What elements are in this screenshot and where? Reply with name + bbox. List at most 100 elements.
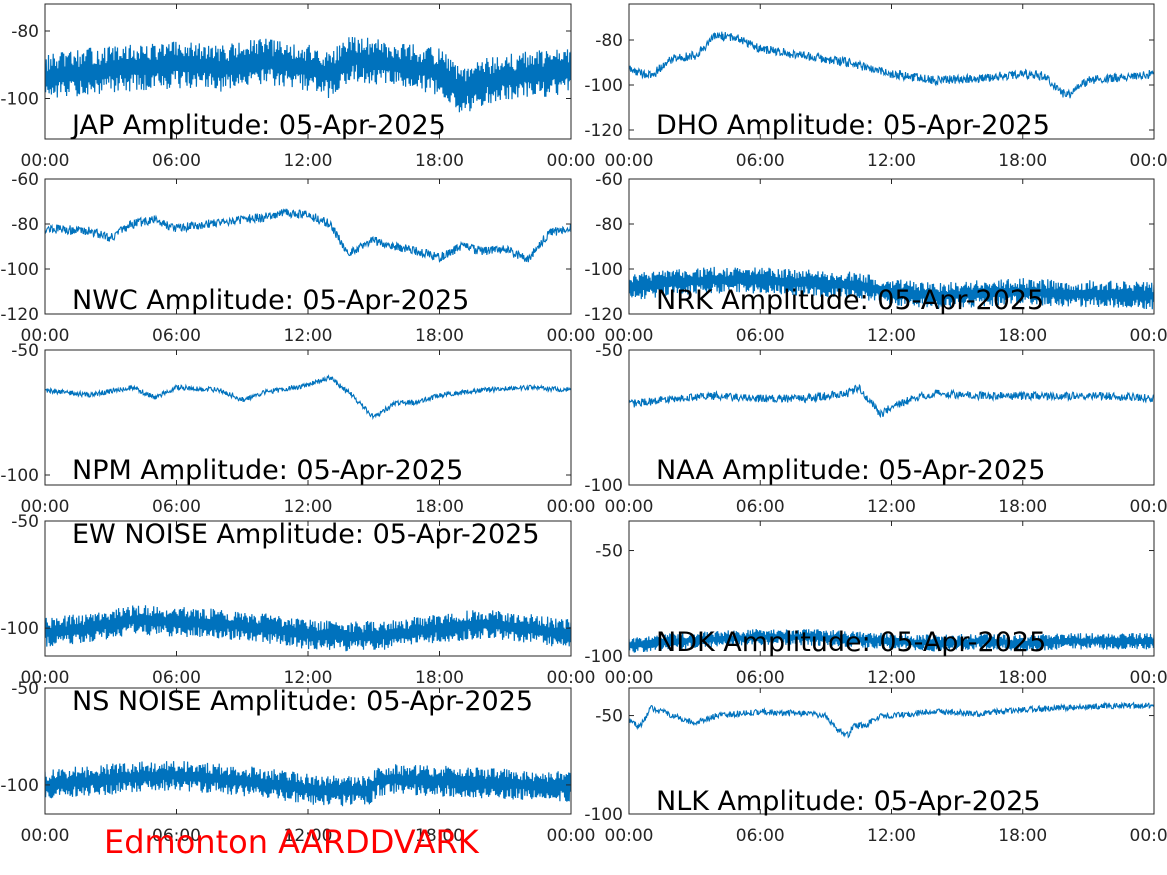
x-tick-label: 06:00 <box>736 497 785 517</box>
y-tick-label: -60 <box>11 170 39 190</box>
x-tick-label: 18:00 <box>998 668 1047 688</box>
series-line <box>629 31 1154 99</box>
series-line <box>45 36 571 113</box>
footer-label: Edmonton AARDDVARK <box>104 823 480 861</box>
x-tick-label: 12:00 <box>284 151 333 171</box>
series-line <box>45 761 571 807</box>
y-tick-label: -80 <box>595 31 623 51</box>
x-tick-label: 18:00 <box>998 826 1047 846</box>
x-tick-label: 00:00 <box>605 497 654 517</box>
series-line <box>629 701 1154 739</box>
x-tick-label: 00:00 <box>1130 497 1167 517</box>
y-tick-label: -100 <box>0 466 39 486</box>
x-tick-label: 12:00 <box>867 326 916 346</box>
x-tick-label: 00:00 <box>21 326 70 346</box>
x-tick-label: 06:00 <box>736 668 785 688</box>
x-tick-label: 00:00 <box>605 826 654 846</box>
chart-panel: 00:00 06:00 12:00 18:00 00:00 -50 -100 NPM Ampl… <box>0 341 595 517</box>
x-tick-label: 12:00 <box>867 668 916 688</box>
x-tick-label: 12:00 <box>284 668 333 688</box>
chart-title: NLK Amplitude: 05-Apr-2025 <box>656 786 1041 817</box>
chart-panel: 00:00 06:00 12:00 18:00 00:00 -50 -100 EW NOISE… <box>0 512 595 688</box>
x-tick-label: 00:00 <box>605 151 654 171</box>
chart-title: EW NOISE Amplitude: 05-Apr-2025 <box>72 519 540 550</box>
chart-panel: 00:00 06:00 12:00 18:00 00:00 -80 -100 -120 DHO … <box>584 3 1167 171</box>
y-tick-label: -100 <box>584 76 623 96</box>
x-tick-label: 00:00 <box>1130 668 1167 688</box>
chart-title: JAP Amplitude: 05-Apr-2025 <box>70 110 446 141</box>
y-tick-label: -120 <box>584 305 623 325</box>
x-tick-label: 00:00 <box>547 668 596 688</box>
y-tick-label: -100 <box>584 805 623 825</box>
y-tick-label: -100 <box>0 619 39 639</box>
y-tick-label: -50 <box>595 542 623 562</box>
y-tick-label: -100 <box>584 260 623 280</box>
series-line <box>45 208 571 263</box>
chart-panel: 00:00 06:00 12:00 18:00 00:00 -80 -100 JAP Ampl… <box>0 3 596 171</box>
x-tick-label: 18:00 <box>998 151 1047 171</box>
y-tick-label: -50 <box>11 512 39 532</box>
x-tick-label: 18:00 <box>998 326 1047 346</box>
series-line <box>629 383 1154 419</box>
x-tick-label: 00:00 <box>605 326 654 346</box>
chart-panel: 00:00 06:00 12:00 18:00 00:00 -50 -100 NLK Ampl… <box>584 687 1167 846</box>
y-tick-label: -100 <box>0 90 39 110</box>
y-tick-label: -120 <box>0 305 39 325</box>
x-tick-label: 00:00 <box>547 826 596 846</box>
chart-title: NWC Amplitude: 05-Apr-2025 <box>72 285 469 316</box>
x-tick-label: 06:00 <box>736 326 785 346</box>
x-tick-label: 00:00 <box>21 826 70 846</box>
x-tick-label: 06:00 <box>152 497 201 517</box>
chart-title: NAA Amplitude: 05-Apr-2025 <box>656 455 1045 486</box>
y-tick-label: -80 <box>11 22 39 42</box>
x-tick-label: 18:00 <box>415 668 464 688</box>
series-line <box>629 628 1154 653</box>
x-tick-label: 12:00 <box>867 151 916 171</box>
x-tick-label: 00:00 <box>21 668 70 688</box>
y-tick-label: -50 <box>595 707 623 727</box>
chart-panel: 00:00 06:00 12:00 18:00 00:00 -60 -80 -100 -120 N… <box>0 170 595 346</box>
x-tick-label: 00:00 <box>21 497 70 517</box>
chart-title: NS NOISE Amplitude: 05-Apr-2025 <box>72 686 533 717</box>
x-tick-label: 18:00 <box>998 497 1047 517</box>
x-tick-label: 18:00 <box>415 497 464 517</box>
series-line <box>45 374 571 421</box>
x-tick-label: 06:00 <box>152 668 201 688</box>
x-tick-label: 00:00 <box>605 668 654 688</box>
x-tick-label: 00:00 <box>547 497 596 517</box>
x-tick-label: 18:00 <box>415 326 464 346</box>
x-tick-label: 12:00 <box>284 826 333 846</box>
x-tick-label: 00:00 <box>547 326 596 346</box>
chart-title: DHO Amplitude: 05-Apr-2025 <box>656 110 1050 141</box>
x-tick-label: 12:00 <box>867 826 916 846</box>
x-tick-label: 00:00 <box>21 151 70 171</box>
x-tick-label: 12:00 <box>284 497 333 517</box>
x-tick-label: 06:00 <box>736 826 785 846</box>
y-tick-label: -100 <box>0 260 39 280</box>
x-tick-label: 12:00 <box>284 326 333 346</box>
x-tick-label: 00:00 <box>1130 326 1167 346</box>
chart-title: NPM Amplitude: 05-Apr-2025 <box>72 455 463 486</box>
y-tick-label: -100 <box>584 476 623 496</box>
x-tick-label: 12:00 <box>867 497 916 517</box>
chart-panel: 00:00 06:00 12:00 18:00 00:00 -50 -100 NDK Ampl… <box>584 520 1167 688</box>
series-line <box>45 605 571 652</box>
y-tick-label: -50 <box>11 341 39 361</box>
chart-title: NDK Amplitude: 05-Apr-2025 <box>656 627 1046 658</box>
y-tick-label: -60 <box>595 170 623 190</box>
x-tick-label: 18:00 <box>415 151 464 171</box>
x-tick-label: 06:00 <box>152 151 201 171</box>
y-tick-label: -80 <box>11 215 39 235</box>
series-line <box>629 266 1154 310</box>
x-tick-label: 06:00 <box>152 326 201 346</box>
y-tick-label: -50 <box>595 341 623 361</box>
y-tick-label: -80 <box>595 215 623 235</box>
x-tick-label: 00:00 <box>547 151 596 171</box>
chart-panel: 00:00 06:00 12:00 18:00 00:00 -50 -100 NS NOISE… <box>0 679 595 846</box>
y-tick-label: -100 <box>584 647 623 667</box>
x-tick-label: 00:00 <box>1130 151 1167 171</box>
chart-title: NRK Amplitude: 05-Apr-2025 <box>656 285 1044 316</box>
x-tick-label: 00:00 <box>1130 826 1167 846</box>
x-tick-label: 06:00 <box>152 826 201 846</box>
